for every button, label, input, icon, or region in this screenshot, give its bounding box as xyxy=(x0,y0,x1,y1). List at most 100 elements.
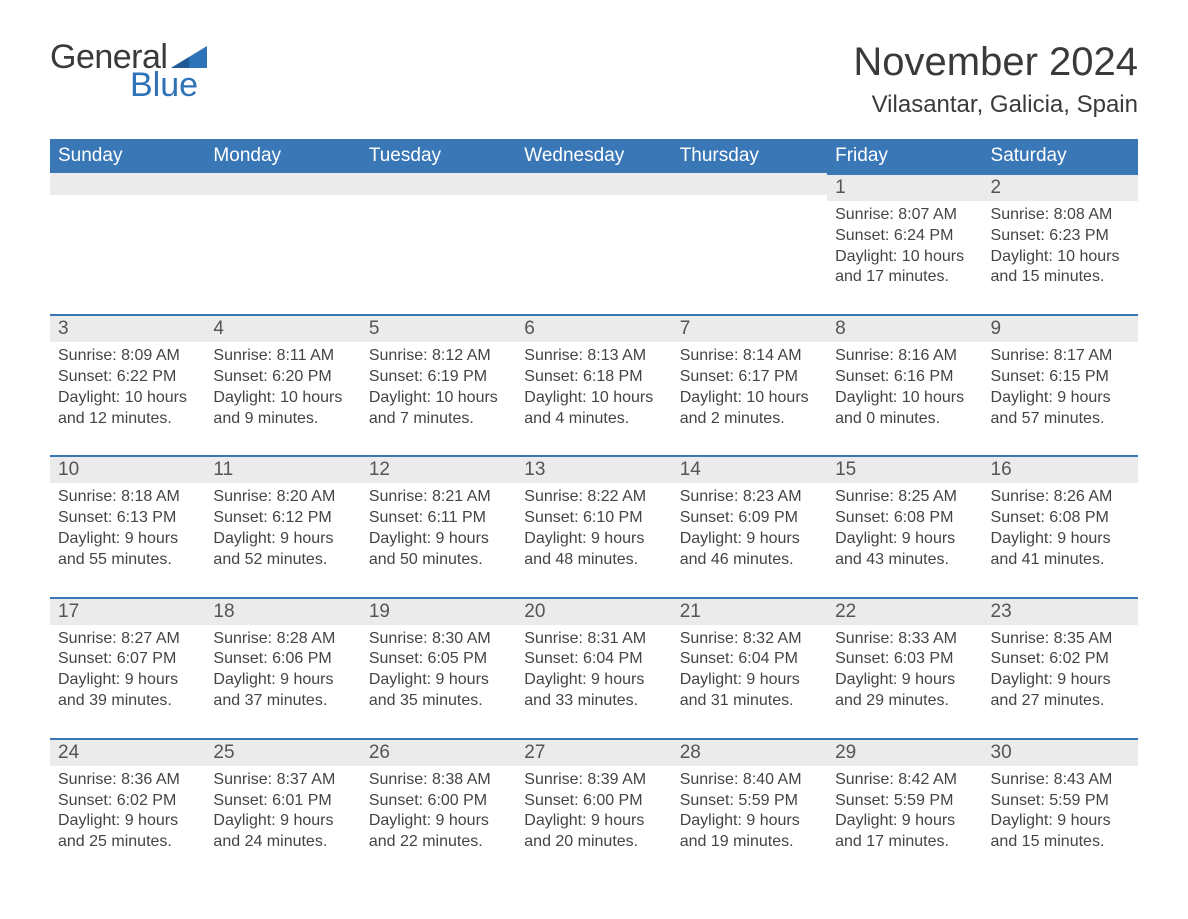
sunset-line: Sunset: 6:17 PM xyxy=(680,367,819,388)
sunrise-line: Sunrise: 8:14 AM xyxy=(680,346,819,367)
day-details: Sunrise: 8:32 AMSunset: 6:04 PMDaylight:… xyxy=(678,629,821,712)
day-number: 25 xyxy=(213,742,234,763)
sunset-line: Sunset: 5:59 PM xyxy=(680,791,819,812)
day-number: 15 xyxy=(835,459,856,480)
sunrise-line: Sunrise: 8:07 AM xyxy=(835,205,974,226)
daylight-line: Daylight: 9 hours and 35 minutes. xyxy=(369,670,508,712)
daylight-line: Daylight: 9 hours and 46 minutes. xyxy=(680,529,819,571)
day-number: 5 xyxy=(369,318,380,339)
sunset-line: Sunset: 6:04 PM xyxy=(524,649,663,670)
day-number: 30 xyxy=(991,742,1012,763)
day-header: Friday xyxy=(827,139,982,173)
sunset-line: Sunset: 6:13 PM xyxy=(58,508,197,529)
calendar-week-row: 10Sunrise: 8:18 AMSunset: 6:13 PMDayligh… xyxy=(50,455,1138,596)
daylight-line: Daylight: 9 hours and 57 minutes. xyxy=(991,388,1130,430)
sunrise-line: Sunrise: 8:28 AM xyxy=(213,629,352,650)
calendar-day-cell: 22Sunrise: 8:33 AMSunset: 6:03 PMDayligh… xyxy=(827,597,982,738)
sunrise-line: Sunrise: 8:26 AM xyxy=(991,487,1130,508)
sunrise-line: Sunrise: 8:13 AM xyxy=(524,346,663,367)
sunset-line: Sunset: 6:02 PM xyxy=(991,649,1130,670)
calendar-day-cell: 28 Sunrise: 8:40 AMSunset: 5:59 PMDayligh… xyxy=(672,738,827,879)
calendar-day-cell: 6Sunrise: 8:13 AMSunset: 6:18 PMDaylight… xyxy=(516,314,671,455)
calendar-week-row: 3Sunrise: 8:09 AMSunset: 6:22 PMDaylight… xyxy=(50,314,1138,455)
day-details: Sunrise: 8:39 AMSunset: 6:00 PMDaylight:… xyxy=(522,770,665,853)
sunrise-line: Sunrise: 8:27 AM xyxy=(58,629,197,650)
daylight-line: Daylight: 10 hours and 0 minutes. xyxy=(835,388,974,430)
daylight-line: Daylight: 9 hours and 39 minutes. xyxy=(58,670,197,712)
location-text: Vilasantar, Galicia, Spain xyxy=(853,91,1138,119)
sunrise-line: Sunrise: 8:36 AM xyxy=(58,770,197,791)
calendar-day-cell: 2Sunrise: 8:08 AMSunset: 6:23 PMDaylight… xyxy=(983,173,1138,314)
sunset-line: Sunset: 6:10 PM xyxy=(524,508,663,529)
calendar-day-cell: 4Sunrise: 8:11 AMSunset: 6:20 PMDaylight… xyxy=(205,314,360,455)
calendar-day-cell: 7 Sunrise: 8:14 AMSunset: 6:17 PMDaylight… xyxy=(672,314,827,455)
calendar-day-cell: 26Sunrise: 8:38 AMSunset: 6:00 PMDayligh… xyxy=(361,738,516,879)
day-details: Sunrise: 8:43 AMSunset: 5:59 PMDaylight:… xyxy=(989,770,1132,853)
calendar-day-cell: 14 Sunrise: 8:23 AMSunset: 6:09 PMDayligh… xyxy=(672,455,827,596)
sunset-line: Sunset: 6:06 PM xyxy=(213,649,352,670)
calendar-day-cell: 13Sunrise: 8:22 AMSunset: 6:10 PMDayligh… xyxy=(516,455,671,596)
daylight-line: Daylight: 9 hours and 52 minutes. xyxy=(213,529,352,571)
daylight-line: Daylight: 9 hours and 24 minutes. xyxy=(213,811,352,853)
sunrise-line: Sunrise: 8:40 AM xyxy=(680,770,819,791)
calendar-day-cell: 30 Sunrise: 8:43 AMSunset: 5:59 PMDayligh… xyxy=(983,738,1138,879)
day-details: Sunrise: 8:09 AMSunset: 6:22 PMDaylight:… xyxy=(56,346,199,429)
sunrise-line: Sunrise: 8:32 AM xyxy=(680,629,819,650)
daylight-line: Daylight: 9 hours and 37 minutes. xyxy=(213,670,352,712)
day-details: Sunrise: 8:26 AMSunset: 6:08 PMDaylight:… xyxy=(989,487,1132,570)
day-number: 22 xyxy=(835,601,856,622)
day-number: 13 xyxy=(524,459,545,480)
day-details: Sunrise: 8:18 AMSunset: 6:13 PMDaylight:… xyxy=(56,487,199,570)
day-number: 23 xyxy=(991,601,1012,622)
day-header: Sunday xyxy=(50,139,205,173)
calendar-day-cell: 24Sunrise: 8:36 AMSunset: 6:02 PMDayligh… xyxy=(50,738,205,879)
sunset-line: Sunset: 6:15 PM xyxy=(991,367,1130,388)
day-number: 12 xyxy=(369,459,390,480)
calendar-day-cell xyxy=(361,173,516,314)
day-details: Sunrise: 8:12 AMSunset: 6:19 PMDaylight:… xyxy=(367,346,510,429)
title-block: November 2024 Vilasantar, Galicia, Spain xyxy=(853,40,1138,119)
sunrise-line: Sunrise: 8:31 AM xyxy=(524,629,663,650)
day-number: 29 xyxy=(835,742,856,763)
calendar-day-cell: 9Sunrise: 8:17 AMSunset: 6:15 PMDaylight… xyxy=(983,314,1138,455)
sunset-line: Sunset: 6:24 PM xyxy=(835,226,974,247)
sunrise-line: Sunrise: 8:35 AM xyxy=(991,629,1130,650)
day-number: 19 xyxy=(369,601,390,622)
sunset-line: Sunset: 6:07 PM xyxy=(58,649,197,670)
day-header: Thursday xyxy=(672,139,827,173)
day-number: 14 xyxy=(680,459,701,480)
day-header: Tuesday xyxy=(361,139,516,173)
daylight-line: Daylight: 9 hours and 27 minutes. xyxy=(991,670,1130,712)
sunset-line: Sunset: 6:22 PM xyxy=(58,367,197,388)
daylight-line: Daylight: 9 hours and 33 minutes. xyxy=(524,670,663,712)
day-number: 27 xyxy=(524,742,545,763)
daylight-line: Daylight: 9 hours and 19 minutes. xyxy=(680,811,819,853)
calendar-day-cell xyxy=(672,173,827,314)
calendar-week-row: 17Sunrise: 8:27 AMSunset: 6:07 PMDayligh… xyxy=(50,597,1138,738)
day-details: Sunrise: 8:30 AMSunset: 6:05 PMDaylight:… xyxy=(367,629,510,712)
day-details: Sunrise: 8:23 AMSunset: 6:09 PMDaylight:… xyxy=(678,487,821,570)
day-number: 7 xyxy=(680,318,691,339)
sunrise-line: Sunrise: 8:23 AM xyxy=(680,487,819,508)
daylight-line: Daylight: 9 hours and 43 minutes. xyxy=(835,529,974,571)
sunrise-line: Sunrise: 8:33 AM xyxy=(835,629,974,650)
sunset-line: Sunset: 6:23 PM xyxy=(991,226,1130,247)
day-number: 17 xyxy=(58,601,79,622)
daylight-line: Daylight: 10 hours and 4 minutes. xyxy=(524,388,663,430)
daylight-line: Daylight: 9 hours and 48 minutes. xyxy=(524,529,663,571)
sunrise-line: Sunrise: 8:37 AM xyxy=(213,770,352,791)
day-details: Sunrise: 8:07 AMSunset: 6:24 PMDaylight:… xyxy=(833,205,976,288)
sunset-line: Sunset: 6:02 PM xyxy=(58,791,197,812)
day-number: 28 xyxy=(680,742,701,763)
day-details: Sunrise: 8:08 AMSunset: 6:23 PMDaylight:… xyxy=(989,205,1132,288)
calendar-day-cell: 11Sunrise: 8:20 AMSunset: 6:12 PMDayligh… xyxy=(205,455,360,596)
calendar-day-cell: 17 Sunrise: 8:27 AMSunset: 6:07 PMDayligh… xyxy=(50,597,205,738)
day-number: 24 xyxy=(58,742,79,763)
sunset-line: Sunset: 6:00 PM xyxy=(524,791,663,812)
day-details: Sunrise: 8:14 AMSunset: 6:17 PMDaylight:… xyxy=(678,346,821,429)
sunrise-line: Sunrise: 8:43 AM xyxy=(991,770,1130,791)
day-number: 8 xyxy=(835,318,846,339)
sunset-line: Sunset: 5:59 PM xyxy=(991,791,1130,812)
calendar-week-row: 1Sunrise: 8:07 AMSunset: 6:24 PMDaylight… xyxy=(50,173,1138,314)
daylight-line: Daylight: 10 hours and 7 minutes. xyxy=(369,388,508,430)
